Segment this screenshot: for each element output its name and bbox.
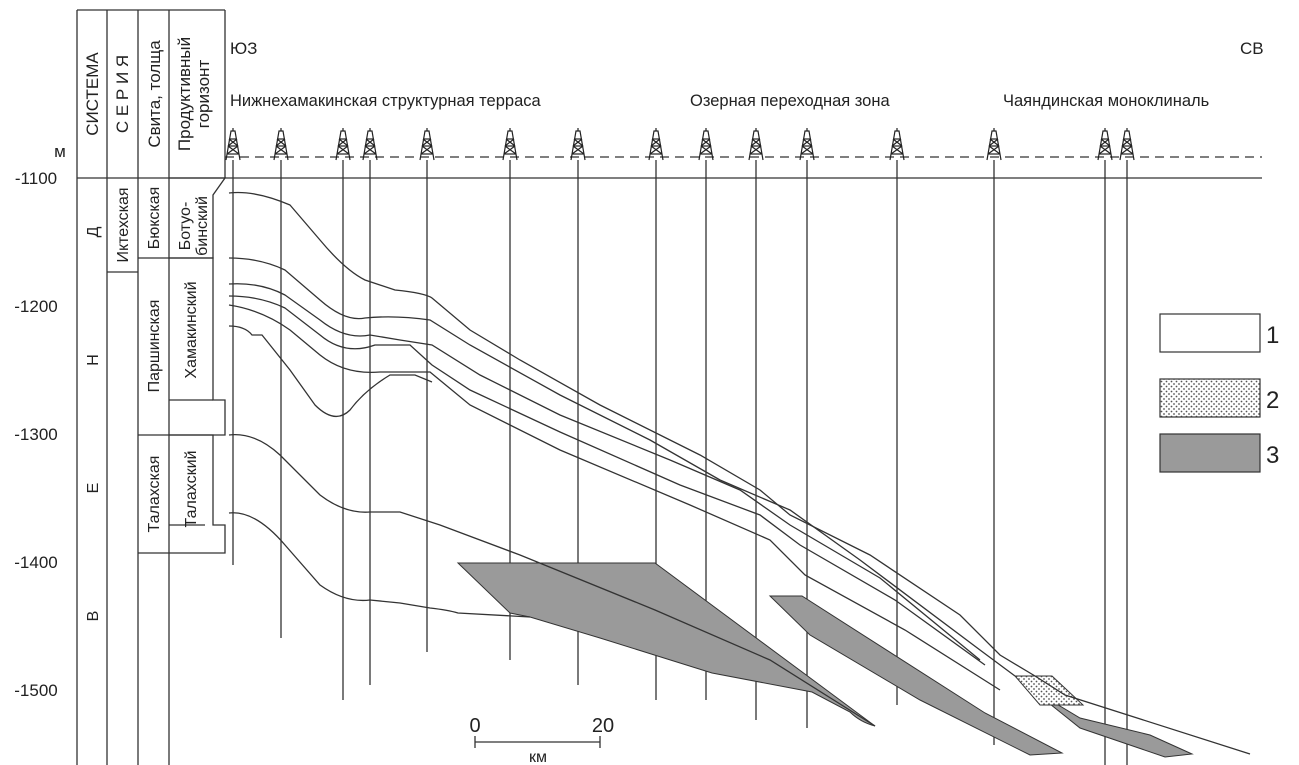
dotted-body [1013, 675, 1085, 706]
depth-unit: м [54, 142, 66, 161]
well-lines [232, 160, 1128, 765]
gray-body-lower [456, 562, 876, 727]
derrick-icon [698, 128, 714, 161]
direction-sw: ЮЗ [230, 39, 257, 58]
derrick-icon [335, 128, 351, 161]
column-headers: СИСТЕМА С Е Р И Я Свита, толща Продуктив… [83, 37, 213, 151]
depth-tick-label: -1200 [14, 297, 57, 316]
suite-iktekh: Иктехская [115, 187, 132, 262]
derrick-icon [570, 128, 586, 161]
derrick-icon [273, 128, 289, 161]
system-letter: Д [85, 226, 102, 237]
legend-number: 3 [1266, 442, 1279, 469]
legend-swatch-gray [1159, 433, 1261, 473]
derrick-icon [1097, 128, 1113, 161]
header-horizon-line2: горизонт [194, 60, 213, 129]
derrick-icon [889, 128, 905, 161]
derrick-icon [502, 128, 518, 161]
depth-tick-label: -1400 [14, 553, 57, 572]
stratum-lines [228, 191, 1251, 755]
horizon-labels: Ботуо- бинский Хамакинский Талахский [177, 196, 211, 527]
system-letter: В [85, 611, 102, 622]
legend-number: 1 [1266, 322, 1279, 349]
legend-number: 2 [1266, 387, 1279, 414]
depth-tick-label: -1500 [14, 681, 57, 700]
scale-unit: км [529, 749, 547, 765]
scale-start: 0 [469, 715, 480, 737]
stratigraphic-column [76, 9, 1262, 765]
direction-ne: СВ [1240, 39, 1264, 58]
derrick-icon [419, 128, 435, 161]
legend-swatch-empty [1159, 313, 1261, 353]
horizon-botuob-line2: бинский [194, 196, 211, 256]
derrick-icon [1119, 128, 1135, 161]
gray-bodies [456, 562, 1194, 758]
scale-bar: 0 20 км [469, 715, 614, 765]
depth-axis: м -1100 -1200 -1300 -1400 -1500 [14, 142, 66, 700]
zone-label: Озерная переходная зона [690, 92, 890, 110]
derrick-icon [362, 128, 378, 161]
system-letter: Е [85, 483, 102, 494]
suite-parsha: Паршинская [146, 300, 163, 393]
header-system: СИСТЕМА [83, 52, 102, 136]
horizon-khamak: Хамакинский [183, 281, 200, 378]
depth-tick-label: -1100 [15, 169, 57, 188]
suite-labels: Иктехская Бюкская Паршинская Талахская [115, 187, 163, 533]
suite-byuk: Бюкская [146, 187, 163, 250]
depth-tick-label: -1300 [14, 425, 57, 444]
zone-label: Чаяндинская моноклиналь [1003, 92, 1209, 110]
zone-label: Нижнехамакинская структурная терраса [230, 92, 542, 110]
legend: 1 2 3 [1159, 313, 1279, 473]
header-horizon-line1: Продуктивный [175, 37, 194, 151]
derrick-icon [799, 128, 815, 161]
well-derricks [225, 128, 1135, 161]
legend-swatch-dotted [1159, 378, 1261, 418]
header-series: С Е Р И Я [113, 55, 132, 133]
system-letter: Н [85, 354, 102, 366]
derrick-icon [986, 128, 1002, 161]
derrick-icon [748, 128, 764, 161]
derrick-icon [648, 128, 664, 161]
header-suite: Свита, толща [145, 40, 164, 148]
horizon-talakh: Талахский [183, 451, 200, 528]
derrick-icon [225, 128, 241, 161]
suite-talakh: Талахская [146, 456, 163, 533]
system-letters: Д Н Е В [85, 226, 102, 621]
gray-body-middle [768, 595, 1064, 756]
scale-end: 20 [592, 715, 614, 737]
horizon-botuob-line1: Ботуо- [177, 202, 194, 251]
